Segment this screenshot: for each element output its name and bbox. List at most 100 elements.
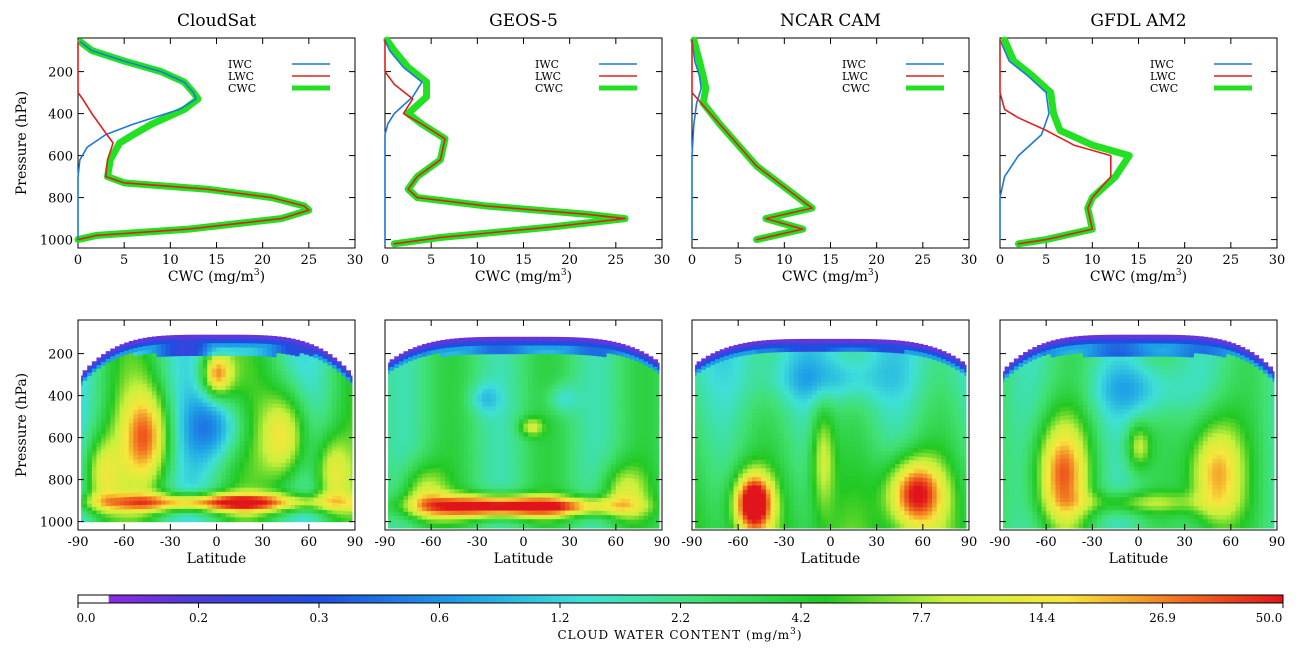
heatmap-cell <box>417 415 423 421</box>
heatmap-cell <box>318 505 324 511</box>
heatmap-cell <box>500 410 506 416</box>
heatmap-cell <box>532 423 538 429</box>
heatmap-cell <box>299 414 305 420</box>
heatmap-cell <box>147 509 153 514</box>
heatmap-cell <box>262 424 268 430</box>
heatmap-cell <box>248 411 255 417</box>
heatmap-cell <box>230 432 236 438</box>
heatmap-cell <box>234 355 241 361</box>
heatmap-cell <box>421 502 428 508</box>
heatmap-cell <box>505 345 511 351</box>
heatmap-cell <box>435 459 441 465</box>
heatmap-cell <box>500 462 506 468</box>
heatmap-cell <box>491 345 497 351</box>
heatmap-cell <box>601 395 608 401</box>
heatmap-cell <box>408 462 414 468</box>
y-tick-label: 400 <box>48 108 73 123</box>
heatmap-cell <box>578 480 585 486</box>
heatmap-cell <box>454 402 460 408</box>
heatmap-cell <box>188 513 195 518</box>
heatmap-cell <box>119 356 125 361</box>
heatmap-cell <box>151 445 158 451</box>
heatmap-cell <box>445 510 451 516</box>
heatmap-cell <box>114 429 121 435</box>
heatmap-cell <box>258 462 264 468</box>
heatmap-cell <box>398 420 405 426</box>
heatmap-cell <box>294 426 301 432</box>
heatmap-cell <box>341 400 347 406</box>
heatmap-cell <box>458 389 465 395</box>
heatmap-cell <box>101 357 107 363</box>
heatmap-cell <box>463 411 469 417</box>
heatmap-cell <box>560 363 566 368</box>
heatmap-cell <box>156 496 162 502</box>
heatmap-cell <box>156 340 162 346</box>
heatmap-cell <box>294 352 301 357</box>
heatmap-cell <box>403 451 409 457</box>
heatmap-cell <box>505 354 511 360</box>
heatmap-cell <box>560 354 566 360</box>
heatmap-cell <box>537 384 543 390</box>
heatmap-cell <box>230 389 236 395</box>
heatmap-cell <box>463 402 469 408</box>
heatmap-cell <box>276 450 282 455</box>
heatmap-cell <box>221 351 227 357</box>
heatmap-cell <box>472 354 478 360</box>
heatmap-cell <box>417 457 423 463</box>
heatmap-cell <box>193 368 199 374</box>
heatmap-cell <box>308 509 315 515</box>
heatmap-cell <box>345 511 351 516</box>
heatmap-cell <box>244 351 250 357</box>
heatmap-cell <box>230 360 236 366</box>
heatmap-cell <box>394 414 400 420</box>
heatmap-cell <box>491 497 497 503</box>
heatmap-cell <box>318 368 324 373</box>
heatmap-cell <box>82 487 88 492</box>
heatmap-cell <box>578 363 585 369</box>
heatmap-cell <box>267 513 273 518</box>
heatmap-cell <box>248 428 255 434</box>
heatmap-cell <box>435 515 441 520</box>
heatmap-cell <box>156 437 162 443</box>
heatmap-cell <box>345 507 351 512</box>
heatmap-cell <box>124 480 130 486</box>
heatmap-cell <box>184 343 190 349</box>
heatmap-cell <box>388 373 391 379</box>
heatmap-cell <box>128 373 134 379</box>
heatmap-cell <box>601 523 608 529</box>
heatmap-cell <box>142 337 148 343</box>
heatmap-cell <box>142 383 148 389</box>
heatmap-cell <box>151 454 158 460</box>
heatmap-cell <box>477 428 483 434</box>
heatmap-cell <box>468 415 474 421</box>
heatmap-cell <box>445 446 451 452</box>
heatmap-cell <box>87 500 93 505</box>
heatmap-cell <box>486 441 492 447</box>
heatmap-cell <box>299 365 305 371</box>
heatmap-cell <box>601 416 608 422</box>
heatmap-cell <box>336 496 342 501</box>
y-tick-label: 800 <box>48 474 73 489</box>
heatmap-cell <box>87 489 93 494</box>
heatmap-cell <box>151 336 158 342</box>
heatmap-cell <box>491 488 497 494</box>
heatmap-cell <box>578 376 585 382</box>
heatmap-cell <box>350 451 353 456</box>
heatmap-cell <box>225 500 231 506</box>
heatmap-cell <box>505 410 511 416</box>
heatmap-cell <box>101 380 107 386</box>
heatmap-cell <box>569 376 575 382</box>
heatmap-cell <box>412 392 418 398</box>
heatmap-cell <box>119 436 125 442</box>
heatmap-cell <box>174 517 181 523</box>
heatmap-cell <box>142 479 148 485</box>
heatmap-cell <box>174 436 181 442</box>
heatmap-cell <box>389 378 395 383</box>
heatmap-cell <box>403 367 409 372</box>
heatmap-cell <box>560 380 566 386</box>
heatmap-cell <box>165 496 171 502</box>
heatmap-cell <box>578 497 585 503</box>
heatmap-cell <box>285 517 291 523</box>
heatmap-cell <box>225 377 231 383</box>
heatmap-cell <box>271 445 278 451</box>
